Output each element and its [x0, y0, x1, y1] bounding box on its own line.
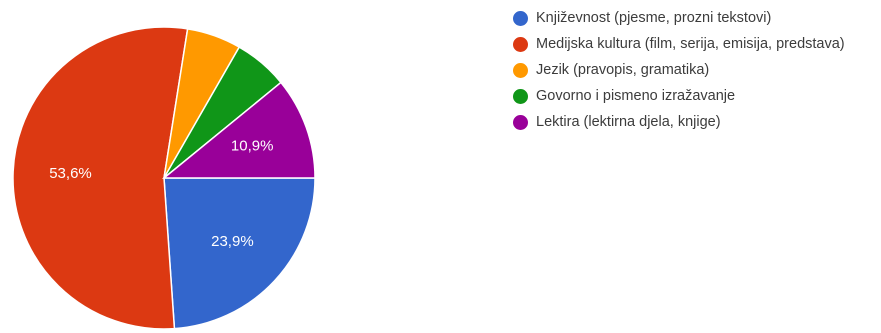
- legend-label-knjizevnost: Književnost (pjesme, prozni tekstovi): [536, 10, 772, 26]
- pie-slice-medijska-kultura[interactable]: [12, 26, 189, 330]
- slice-label-knjizevnost: 23,9%: [211, 233, 254, 250]
- slice-label-medijska-kultura: 53,6%: [49, 165, 92, 182]
- legend-item-govorno-izrazavanje[interactable]: Govorno i pismeno izražavanje: [513, 86, 873, 107]
- legend-label-govorno-izrazavanje: Govorno i pismeno izražavanje: [536, 88, 736, 104]
- legend-item-jezik[interactable]: Jezik (pravopis, gramatika): [513, 60, 873, 81]
- legend-label-medijska-kultura: Medijska kultura (film, serija, emisija,…: [536, 36, 845, 52]
- legend: Književnost (pjesme, prozni tekstovi) Me…: [513, 8, 873, 138]
- legend-marker-medijska-kultura: [513, 37, 528, 52]
- legend-marker-knjizevnost: [513, 11, 528, 26]
- legend-marker-lektira: [513, 115, 528, 130]
- pie-slice-lektira[interactable]: [161, 81, 316, 179]
- legend-item-knjizevnost[interactable]: Književnost (pjesme, prozni tekstovi): [513, 8, 873, 29]
- legend-marker-govorno-izrazavanje: [513, 89, 528, 104]
- pie-slice-knjizevnost[interactable]: [163, 177, 316, 330]
- legend-item-medijska-kultura[interactable]: Medijska kultura (film, serija, emisija,…: [513, 34, 873, 55]
- legend-label-lektira: Lektira (lektirna djela, knjige): [536, 114, 721, 130]
- slice-label-lektira: 10,9%: [231, 138, 274, 155]
- legend-item-lektira[interactable]: Lektira (lektirna djela, knjige): [513, 112, 873, 133]
- legend-marker-jezik: [513, 63, 528, 78]
- legend-label-jezik: Jezik (pravopis, gramatika): [536, 62, 710, 78]
